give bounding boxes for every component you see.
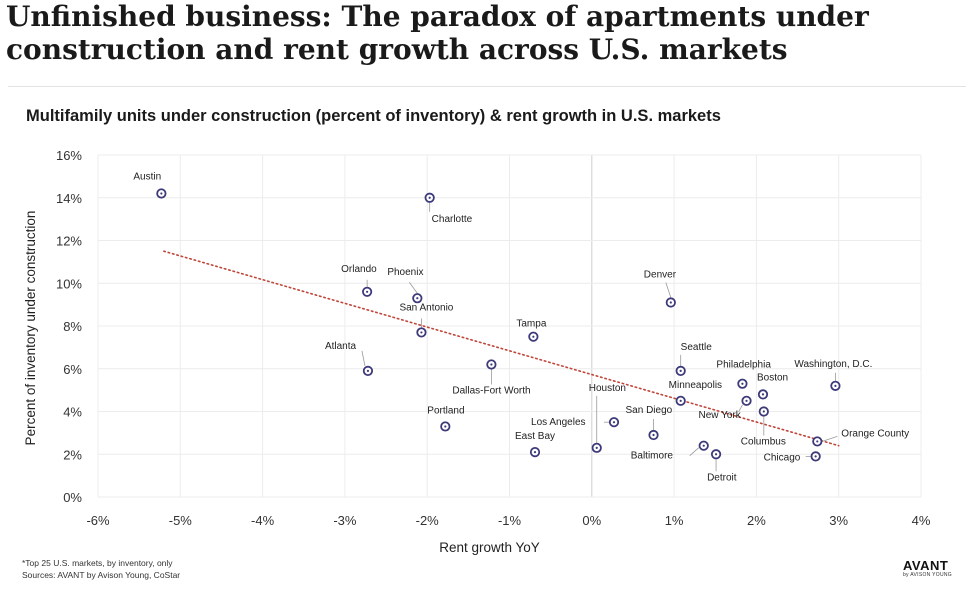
data-point-label: Minneapolis <box>669 380 722 391</box>
leader-line <box>409 281 418 294</box>
data-point-label: Austin <box>133 171 161 182</box>
data-point-center <box>428 196 431 199</box>
data-point-label: New York <box>699 410 742 421</box>
x-tick-label: -1% <box>498 513 522 528</box>
trendline <box>163 250 840 447</box>
x-tick-label: -4% <box>251 513 275 528</box>
data-point-label: San Antonio <box>399 302 453 313</box>
data-point-label: San Diego <box>626 405 673 416</box>
data-point-center <box>702 444 705 447</box>
leader-line <box>738 404 743 413</box>
avant-logo: AVANT by AVISON YOUNG <box>903 559 952 578</box>
x-tick-label: -5% <box>169 513 193 528</box>
chart-card: Multifamily units under construction (pe… <box>8 86 966 594</box>
y-tick-label: 2% <box>63 447 82 462</box>
footnote-note: *Top 25 U.S. markets, by inventory, only <box>22 558 173 568</box>
data-point-center <box>652 433 655 437</box>
data-point-center <box>745 399 748 402</box>
data-point-center <box>612 421 616 424</box>
x-tick-label: 4% <box>912 513 931 528</box>
data-point-label: Detroit <box>707 472 737 483</box>
data-point-center <box>532 335 535 338</box>
leader-line <box>665 282 672 298</box>
data-point-label: Phoenix <box>387 267 423 278</box>
data-point-label: Dallas-Fort Worth <box>452 385 530 396</box>
x-tick-label: 0% <box>582 513 601 528</box>
headline: Unfinished business: The paradox of apar… <box>6 0 966 66</box>
scatter-plot: -6% -5% -4% -3% -2% -1% 0% 1% 2% 3% 4% 0% 2% 4% 6% 8% 10… <box>23 148 931 555</box>
data-point-center <box>366 369 370 372</box>
leader-line <box>822 436 838 442</box>
leader-line <box>689 447 699 456</box>
x-axis-label: Rent growth YoY <box>439 540 540 555</box>
data-point-label: Orange County <box>841 428 909 439</box>
data-point-center <box>816 440 819 443</box>
data-point-center <box>533 451 537 454</box>
y-tick-label: 6% <box>63 362 82 377</box>
data-point-label: Boston <box>757 372 788 383</box>
headline-line-2: construction and rent growth across U.S.… <box>6 33 788 66</box>
data-point-center <box>761 393 765 396</box>
data-point-label: Tampa <box>516 319 546 330</box>
data-point-center <box>416 297 419 300</box>
data-point-center <box>834 384 837 387</box>
logo-sub-text: by AVISON YOUNG <box>902 572 952 578</box>
x-tick-label: -2% <box>416 513 440 528</box>
data-point-center <box>420 331 423 334</box>
leader-line <box>361 350 366 366</box>
data-point-label: Charlotte <box>432 214 473 225</box>
data-point-label: Atlanta <box>325 341 357 352</box>
data-point-center <box>814 455 817 458</box>
data-point-label: Columbus <box>741 437 786 448</box>
data-point-label: Baltimore <box>631 451 674 462</box>
data-point-center <box>595 446 598 449</box>
y-tick-label: 8% <box>63 319 82 334</box>
data-point-center <box>679 399 682 402</box>
data-point-label: Philadelphia <box>716 360 771 371</box>
y-tick-label: 16% <box>56 148 82 163</box>
data-point-label: Washington, D.C. <box>794 359 872 370</box>
data-point-label: East Bay <box>515 431 555 442</box>
data-point-center <box>679 369 682 372</box>
y-axis-label: Percent of inventory under construction <box>23 211 38 446</box>
chart-title: Multifamily units under construction (pe… <box>26 107 721 125</box>
data-point-label: Portland <box>427 405 464 416</box>
logo-main-text: AVANT <box>902 558 949 573</box>
data-point-center <box>714 453 718 456</box>
footnote: *Top 25 U.S. markets, by inventory, only… <box>22 557 180 581</box>
data-point-center <box>490 363 493 366</box>
x-tick-label: -6% <box>86 513 110 528</box>
data-point-center <box>669 301 672 304</box>
y-tick-label: 4% <box>63 405 82 420</box>
data-point-label: Orlando <box>341 264 377 275</box>
headline-line-1: Unfinished business: The paradox of apar… <box>6 0 869 33</box>
x-tick-label: -3% <box>333 513 357 528</box>
y-tick-label: 14% <box>56 191 82 206</box>
x-tick-label: 3% <box>829 513 848 528</box>
data-point-label: Chicago <box>764 452 801 463</box>
y-tick-label: 10% <box>56 276 82 291</box>
footnote-sources: Sources: AVANT by Avison Young, CoStar <box>22 570 181 580</box>
y-tick-label: 12% <box>56 234 82 249</box>
y-tick-label: 0% <box>63 490 82 505</box>
x-tick-label: 1% <box>665 513 684 528</box>
data-point-label: Seattle <box>681 342 713 353</box>
data-point-label: Houston <box>589 383 626 394</box>
data-point-label: Los Angeles <box>531 417 586 428</box>
data-point-center <box>160 192 163 195</box>
data-point-center <box>366 290 369 293</box>
data-point-label: Denver <box>644 269 677 280</box>
data-point-center <box>762 410 765 413</box>
x-tick-label: 2% <box>747 513 766 528</box>
data-point-center <box>444 425 447 428</box>
data-point-center <box>741 382 744 385</box>
